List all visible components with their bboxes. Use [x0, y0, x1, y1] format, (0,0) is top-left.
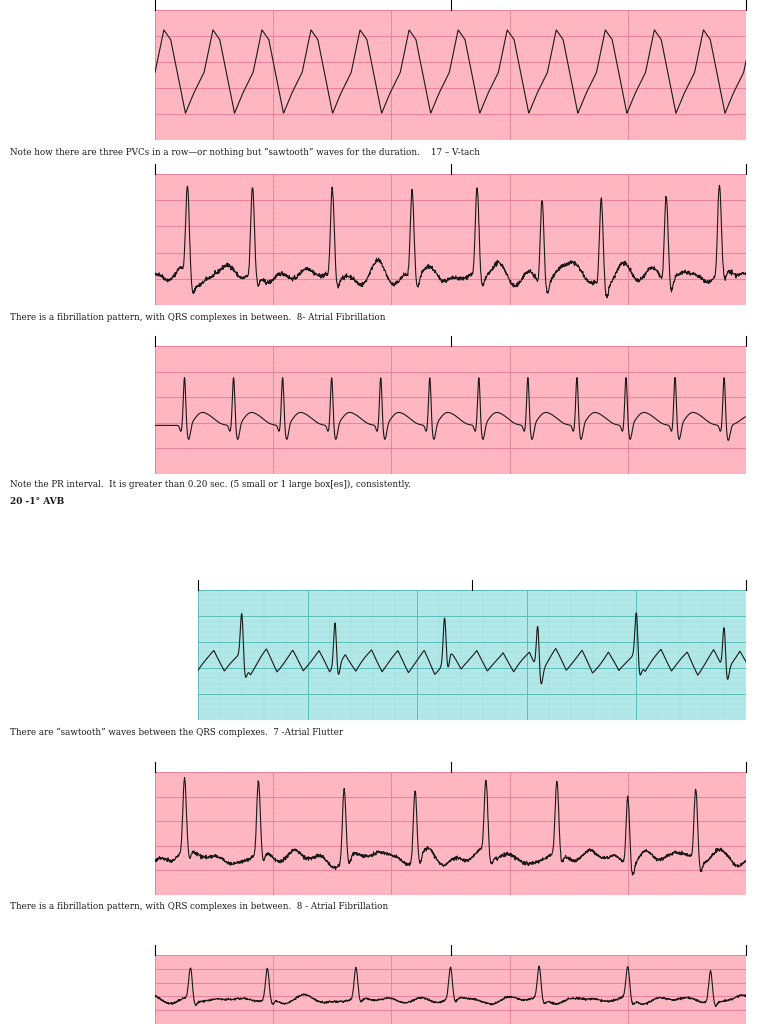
Text: There is a fibrillation pattern, with QRS complexes in between.  8 - Atrial Fibr: There is a fibrillation pattern, with QR… [10, 902, 389, 911]
Text: Note how there are three PVCs in a row—or nothing but “sawtooth” waves for the d: Note how there are three PVCs in a row—o… [10, 148, 480, 158]
Text: Note the PR interval.  It is greater than 0.20 sec. (5 small or 1 large box[es]): Note the PR interval. It is greater than… [10, 480, 411, 489]
Text: 20 -1° AVB: 20 -1° AVB [10, 498, 65, 507]
Text: There is a fibrillation pattern, with QRS complexes in between.  8- Atrial Fibri: There is a fibrillation pattern, with QR… [10, 313, 386, 322]
Text: There are “sawtooth” waves between the QRS complexes.  7 -Atrial Flutter: There are “sawtooth” waves between the Q… [10, 728, 343, 737]
